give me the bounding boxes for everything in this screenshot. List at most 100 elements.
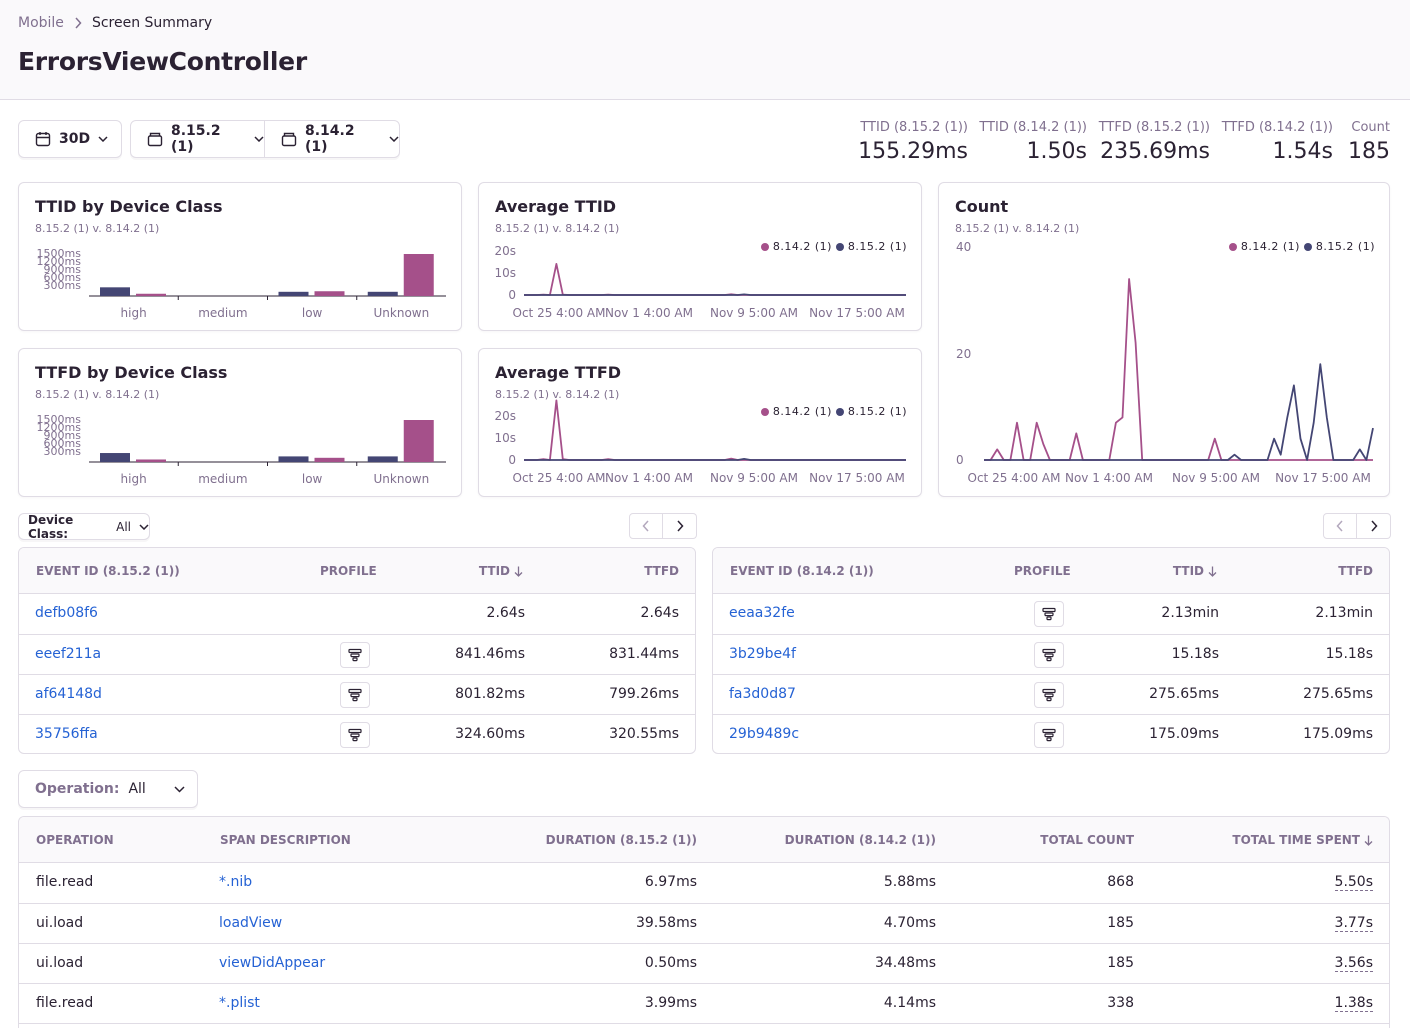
profile-button[interactable]	[1034, 601, 1064, 627]
table-row	[19, 1023, 1389, 1028]
ttid-value: 841.46ms	[455, 646, 525, 662]
bar-low-primary[interactable]	[278, 456, 309, 462]
operation-filter[interactable]: Operation: All	[18, 770, 198, 808]
period-selector[interactable]: 30D	[18, 120, 122, 158]
col-total-count[interactable]: TOTAL COUNT	[1040, 833, 1134, 847]
col-ttfd[interactable]: TTFD	[644, 564, 679, 578]
col-event-id[interactable]: EVENT ID (8.15.2 (1))	[36, 564, 180, 578]
count-chart: 40 20 0 Oct 25 4:00 AM Nov 1 4:00 AM Nov 9 5:…	[956, 240, 1374, 485]
prev-page-button[interactable]	[1323, 513, 1357, 539]
x-tick-label: Unknown	[374, 306, 430, 320]
profile-button[interactable]	[1034, 722, 1064, 748]
events-right-pager	[1323, 513, 1391, 539]
span-description-link[interactable]: viewDidAppear	[219, 955, 326, 971]
y-tick-label: 10s	[494, 266, 516, 280]
total-time-spent-cell[interactable]: 1.38s	[1334, 995, 1373, 1012]
col-operation[interactable]: OPERATION	[36, 833, 114, 847]
event-id-link[interactable]: 35756ffa	[35, 726, 98, 742]
col-ttfd[interactable]: TTFD	[1338, 564, 1373, 578]
total-time-spent-cell[interactable]: 3.77s	[1334, 915, 1373, 932]
series-line-secondary[interactable]	[984, 278, 1373, 461]
bar-unknown-secondary[interactable]	[403, 420, 434, 462]
legend-dot	[835, 407, 844, 416]
table-row: defb08f6 2.64s 2.64s	[19, 594, 695, 634]
device-class-filter[interactable]: Device Class: All	[18, 513, 150, 541]
event-id-link[interactable]: defb08f6	[35, 605, 98, 621]
avg-ttid-panel: 20s 10s 0 Oct 25 4:00 AM Nov 1 4:00 AM Nov 9 …	[478, 182, 922, 331]
bar-low-primary[interactable]	[278, 291, 309, 296]
event-id-link[interactable]: 3b29be4f	[729, 646, 796, 662]
series-line-secondary[interactable]	[524, 263, 906, 296]
event-id-link[interactable]: af64148d	[35, 686, 102, 702]
bar-low-secondary[interactable]	[314, 457, 345, 462]
bar-unknown-primary[interactable]	[367, 456, 398, 462]
event-id-link[interactable]: eeef211a	[35, 646, 102, 662]
device-class-value: All	[116, 519, 131, 534]
table-row: file.read *.nib 6.97ms 5.88ms 868 5.50s	[19, 863, 1389, 903]
col-ttid[interactable]: TTID	[1173, 564, 1217, 578]
operation-label: Operation:	[35, 781, 120, 797]
bar-high-primary[interactable]	[100, 287, 130, 296]
breadcrumb: Mobile Screen Summary	[18, 15, 212, 31]
legend-dot	[760, 242, 769, 251]
x-tick-label: medium	[198, 472, 247, 486]
release-primary-selector[interactable]: 8.15.2 (1)	[131, 121, 265, 157]
series-line-primary[interactable]	[984, 363, 1374, 461]
event-id-link[interactable]: eeaa32fe	[729, 605, 795, 621]
total-time-spent-cell[interactable]: 5.50s	[1334, 874, 1373, 891]
y-tick-label: 300ms	[44, 279, 82, 292]
duration-primary-cell: 6.97ms	[644, 874, 697, 890]
col-ttid[interactable]: TTID	[479, 564, 523, 578]
ttfd-by-device-panel: 1500ms 1200ms 900ms 600ms 300ms high medium low…	[18, 348, 462, 497]
event-id-link[interactable]: fa3d0d87	[729, 686, 796, 702]
x-tick-label: Nov 9 5:00 AM	[710, 471, 798, 485]
profile-button[interactable]	[340, 682, 370, 708]
profile-button[interactable]	[1034, 642, 1064, 668]
profile-button[interactable]	[340, 722, 370, 748]
table-header: EVENT ID (8.15.2 (1)) PROFILE TTID TTFD	[19, 548, 695, 594]
event-id-link[interactable]: 29b9489c	[729, 726, 800, 742]
release-icon	[147, 131, 163, 147]
series-line-primary[interactable]	[524, 293, 906, 296]
span-description-link[interactable]: loadView	[219, 915, 283, 931]
bar-unknown-primary[interactable]	[367, 291, 398, 296]
col-duration-primary[interactable]: DURATION (8.15.2 (1))	[545, 833, 697, 847]
col-ttid-label: TTID	[478, 564, 510, 578]
profile-button[interactable]	[1034, 682, 1064, 708]
span-description-link[interactable]: *.nib	[219, 874, 253, 890]
operation-cell: file.read	[36, 995, 94, 1011]
y-tick-label: 1500ms	[37, 413, 82, 426]
avg-ttfd-panel: 20s 10s 0 Oct 25 4:00 AM Nov 1 4:00 AM Nov 9 …	[478, 348, 922, 497]
ttfd-value: 15.18s	[1325, 646, 1373, 662]
bar-low-secondary[interactable]	[314, 291, 345, 296]
span-description-link[interactable]: *.plist	[219, 995, 260, 1011]
col-event-id[interactable]: EVENT ID (8.14.2 (1))	[730, 564, 874, 578]
col-total-time-spent[interactable]: TOTAL TIME SPENT	[1232, 833, 1373, 847]
col-profile: PROFILE	[320, 564, 377, 578]
calendar-icon	[35, 131, 51, 147]
page-header: Mobile Screen Summary ErrorsViewControll…	[0, 0, 1410, 100]
y-tick-label: 20s	[494, 244, 516, 258]
release-secondary-selector[interactable]: 8.14.2 (1)	[265, 121, 399, 157]
breadcrumb-mobile[interactable]: Mobile	[18, 15, 64, 31]
total-time-spent-cell[interactable]: 3.56s	[1334, 955, 1373, 972]
total-count-cell: 185	[1107, 955, 1134, 971]
next-page-button[interactable]	[663, 513, 697, 539]
col-duration-secondary[interactable]: DURATION (8.14.2 (1))	[784, 833, 936, 847]
duration-primary-cell: 0.50ms	[644, 955, 697, 971]
chevron-down-icon	[254, 136, 264, 142]
x-tick-label: Oct 25 4:00 AM	[513, 471, 606, 485]
bar-unknown-secondary[interactable]	[403, 254, 434, 296]
profile-button[interactable]	[340, 642, 370, 668]
metric-ttid-secondary: TTID (8.14.2 (1)) 1.50s	[979, 120, 1087, 164]
bar-high-secondary[interactable]	[136, 293, 166, 296]
y-tick-label: 1500ms	[37, 247, 82, 260]
col-span-description[interactable]: SPAN DESCRIPTION	[220, 833, 351, 847]
bar-high-secondary[interactable]	[136, 459, 166, 462]
series-line-primary[interactable]	[524, 458, 906, 461]
next-page-button[interactable]	[1357, 513, 1391, 539]
ttid-value: 15.18s	[1171, 646, 1219, 662]
bar-high-primary[interactable]	[100, 453, 130, 462]
y-tick-label: 1200ms	[37, 255, 82, 268]
prev-page-button[interactable]	[629, 513, 663, 539]
